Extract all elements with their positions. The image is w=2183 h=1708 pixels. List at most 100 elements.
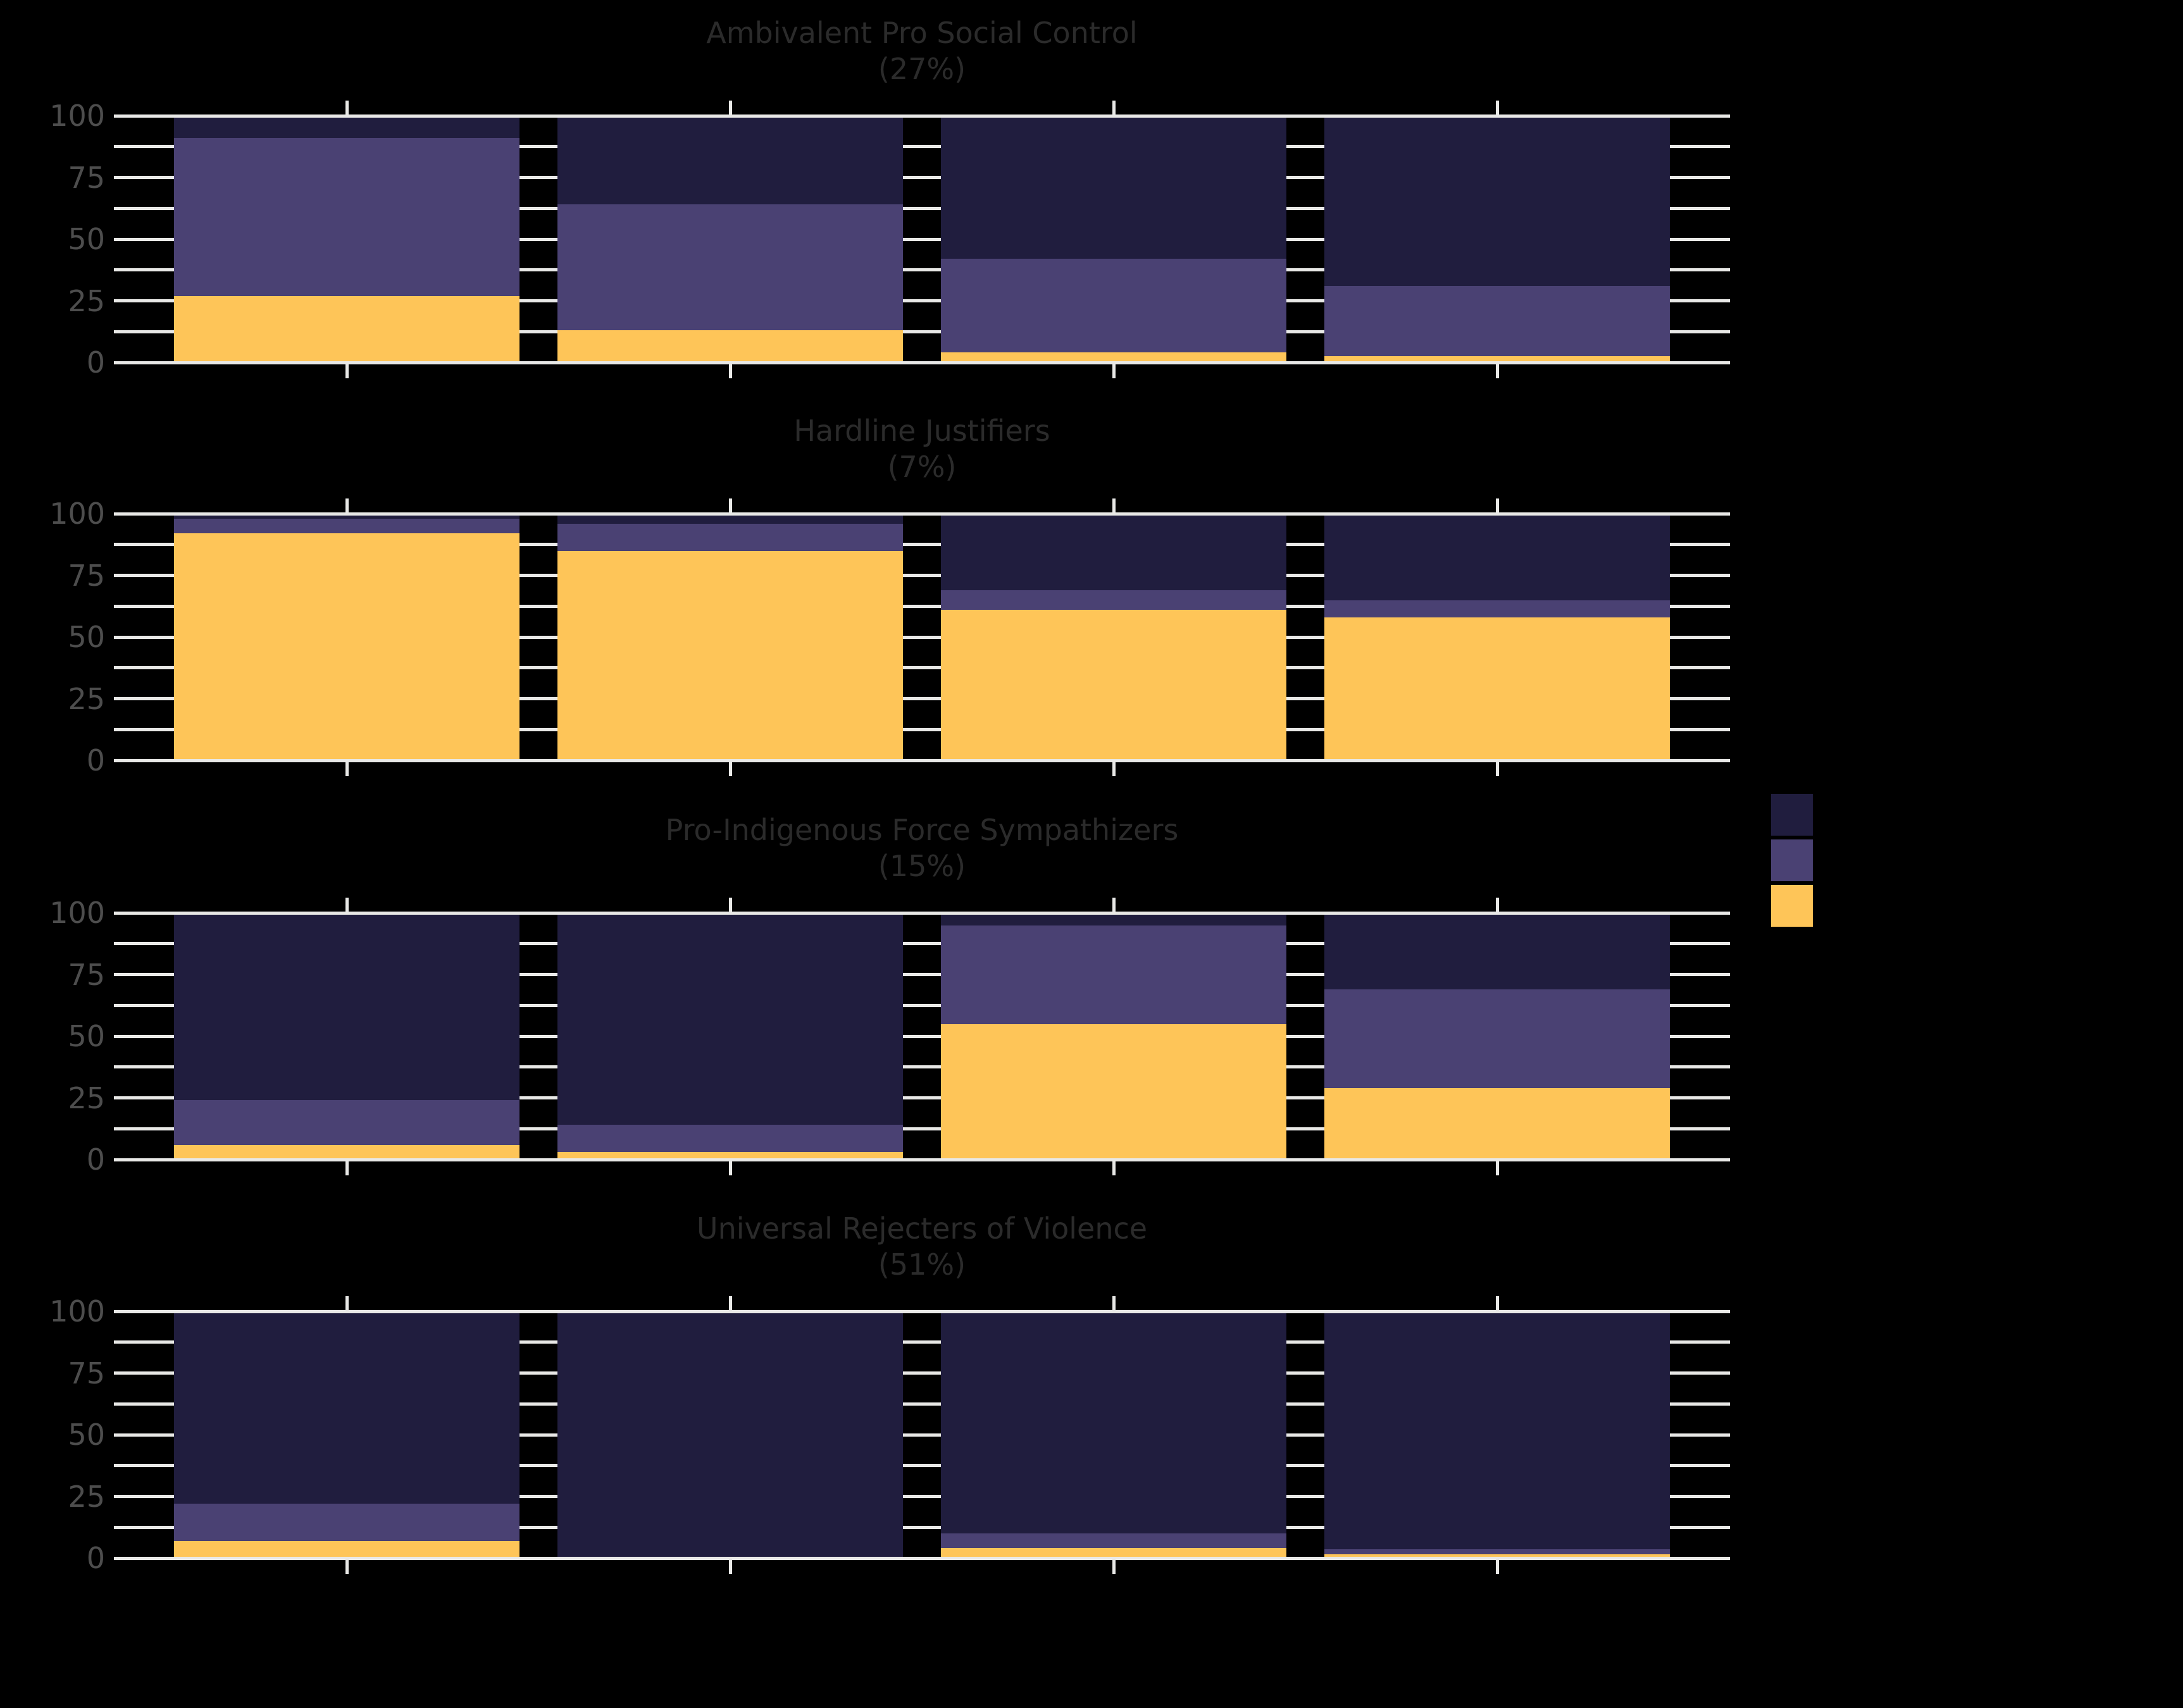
bar: [557, 116, 903, 362]
axis-line: [114, 361, 1730, 364]
bar-segment-purple: [941, 925, 1286, 1024]
gridline: [114, 1525, 1730, 1529]
panel-subtitle: (27%): [878, 52, 966, 86]
bar-segment-yellow: [941, 610, 1286, 760]
y-tick-label: 0: [86, 743, 105, 777]
bar-segment-purple: [557, 1125, 903, 1153]
panel-title: Ambivalent Pro Social Control (27%): [114, 15, 1730, 87]
axis-line: [114, 1556, 1730, 1560]
gridline: [114, 973, 1730, 976]
bar-segment-purple: [557, 204, 903, 331]
bar-segment-navy: [174, 1311, 519, 1504]
y-tick-label: 0: [86, 1541, 105, 1575]
gridline: [114, 1096, 1730, 1099]
gridline: [114, 1065, 1730, 1069]
bar-segment-yellow: [941, 1024, 1286, 1160]
gridline: [114, 268, 1730, 272]
y-tick-label: 50: [68, 620, 105, 654]
x-tick-top: [345, 1296, 349, 1310]
gridline: [114, 1034, 1730, 1038]
x-tick-top: [1495, 1296, 1499, 1310]
y-tick-label: 50: [68, 222, 105, 256]
bar: [557, 1311, 903, 1558]
x-tick-bottom: [1112, 762, 1116, 776]
panel-title: Hardline Justifiers (7%): [114, 413, 1730, 485]
x-tick-bottom: [728, 1161, 732, 1175]
x-tick-top: [1112, 1296, 1116, 1310]
panel-title-text: Universal Rejecters of Violence: [696, 1211, 1148, 1246]
bar: [557, 913, 903, 1160]
x-tick-top: [1495, 897, 1499, 912]
bar-segment-yellow: [557, 1152, 903, 1160]
bar-segment-yellow: [557, 550, 903, 760]
x-tick-bottom: [1112, 1161, 1116, 1175]
bar-segment-navy: [941, 514, 1286, 590]
x-tick-top: [728, 1296, 732, 1310]
bar-segment-navy: [557, 116, 903, 205]
gridline: [114, 635, 1730, 639]
x-tick-bottom: [1112, 364, 1116, 378]
bar-segment-navy: [1324, 514, 1670, 600]
bar-segment-yellow: [174, 295, 519, 362]
x-tick-top: [1495, 100, 1499, 114]
y-tick-label: 25: [68, 1080, 105, 1115]
legend-swatch-yellow: [1771, 885, 1813, 927]
x-tick-top: [345, 498, 349, 512]
y-tick-label: 75: [68, 1356, 105, 1390]
panel-subtitle: (15%): [878, 849, 966, 883]
gridline: [114, 942, 1730, 946]
bar-segment-yellow: [1324, 617, 1670, 760]
bar: [174, 1311, 519, 1558]
y-tick-label: 100: [49, 1294, 105, 1328]
x-tick-bottom: [728, 762, 732, 776]
gridline: [114, 1464, 1730, 1468]
bar-segment-yellow: [557, 330, 903, 362]
x-tick-top: [1112, 498, 1116, 512]
y-tick-label: 100: [49, 497, 105, 531]
y-tick-label: 25: [68, 681, 105, 716]
legend-swatch-purple: [1771, 839, 1813, 881]
gridline: [114, 1433, 1730, 1437]
bar: [174, 913, 519, 1160]
x-tick-top: [1495, 498, 1499, 512]
y-tick-label: 75: [68, 160, 105, 195]
y-tick-label: 50: [68, 1019, 105, 1053]
bar-segment-purple: [557, 523, 903, 551]
panel-title-text: Ambivalent Pro Social Control: [706, 16, 1138, 50]
gridline: [114, 604, 1730, 608]
bar-segment-purple: [941, 590, 1286, 610]
x-tick-bottom: [345, 1559, 349, 1574]
panel-title: Pro-Indigenous Force Sympathizers (15%): [114, 812, 1730, 884]
gridline: [114, 574, 1730, 577]
axis-line: [114, 1158, 1730, 1161]
bar-segment-yellow: [941, 352, 1286, 362]
y-tick-label: 0: [86, 345, 105, 380]
gridline: [114, 1003, 1730, 1007]
bar-segment-purple: [1324, 600, 1670, 617]
x-tick-top: [728, 100, 732, 114]
gridline: [114, 1371, 1730, 1375]
bar-segment-navy: [941, 913, 1286, 925]
bar: [557, 514, 903, 760]
gridline: [114, 237, 1730, 241]
bar: [941, 913, 1286, 1160]
x-tick-bottom: [1495, 1559, 1499, 1574]
gridline: [114, 1495, 1730, 1498]
panel-title-text: Pro-Indigenous Force Sympathizers: [665, 813, 1179, 847]
y-tick-label: 25: [68, 283, 105, 318]
bar-segment-navy: [557, 1311, 903, 1558]
y-tick-label: 100: [49, 99, 105, 133]
x-tick-bottom: [1495, 364, 1499, 378]
y-tick-label: 25: [68, 1479, 105, 1514]
panel-subtitle: (7%): [887, 450, 957, 484]
x-tick-bottom: [345, 762, 349, 776]
x-tick-bottom: [728, 364, 732, 378]
bar-segment-purple: [174, 138, 519, 296]
bar-segment-purple: [1324, 989, 1670, 1088]
bar-segment-navy: [941, 116, 1286, 259]
bar-segment-purple: [1324, 286, 1670, 357]
gridline: [114, 1127, 1730, 1130]
gridline: [114, 1402, 1730, 1406]
bar: [174, 116, 519, 362]
x-tick-bottom: [728, 1559, 732, 1574]
